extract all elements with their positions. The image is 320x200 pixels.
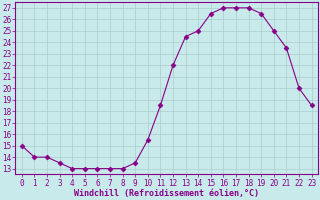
X-axis label: Windchill (Refroidissement éolien,°C): Windchill (Refroidissement éolien,°C): [74, 189, 259, 198]
